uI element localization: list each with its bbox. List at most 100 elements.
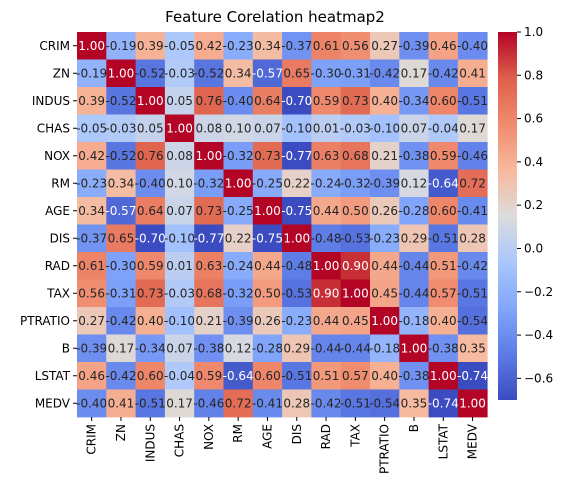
cell-value-label: 0.05 (137, 121, 164, 135)
cell-value-label: -0.32 (340, 176, 371, 190)
heatmap-cell (106, 334, 136, 363)
heatmap-cell (457, 59, 488, 88)
heatmap-cell (223, 59, 254, 88)
heatmap-cell (370, 114, 400, 143)
cell-value-label: 0.72 (225, 396, 252, 410)
row-tick-label: AGE (45, 204, 70, 218)
heatmap-cell (428, 142, 459, 170)
heatmap-cell (370, 87, 400, 115)
cell-value-label: -0.38 (398, 369, 429, 383)
cell-value-label: 1.00 (459, 396, 486, 410)
cell-value-label: -0.74 (428, 396, 459, 410)
heatmap-cell (457, 32, 488, 60)
heatmap-cell (77, 362, 107, 390)
cell-value-label: 1.00 (225, 176, 252, 190)
cell-value-label: 0.40 (371, 94, 398, 108)
cell-value-label: -0.10 (281, 121, 312, 135)
cell-value-label: 0.21 (195, 314, 222, 328)
heatmap-cell (340, 59, 371, 88)
heatmap-cell (457, 362, 488, 390)
column-tick-label: INDUS (143, 424, 157, 462)
cell-value-label: 0.73 (254, 149, 281, 163)
cell-value-label: -0.31 (105, 286, 136, 300)
cell-value-label: 0.39 (78, 94, 105, 108)
column-tick-label: RM (231, 424, 245, 443)
cell-value-label: -0.44 (398, 286, 429, 300)
heatmap-cell (457, 142, 488, 170)
cell-value-label: -0.38 (398, 149, 429, 163)
heatmap-cell (340, 279, 371, 308)
heatmap-cell (311, 279, 342, 308)
cell-value-label: 0.44 (313, 204, 340, 218)
cell-value-label: -0.51 (281, 369, 312, 383)
heatmap-cell (194, 59, 224, 88)
cell-value-label: -0.52 (135, 66, 166, 80)
cell-value-label: 1.00 (342, 286, 369, 300)
cell-value-label: -0.23 (281, 314, 312, 328)
heatmap-cell (282, 279, 312, 308)
cell-value-label: 0.08 (166, 149, 193, 163)
cell-value-label: 0.51 (313, 369, 340, 383)
row-tick-label: PTRATIO (20, 314, 70, 328)
heatmap-cell (135, 224, 166, 253)
heatmap-cell (311, 307, 342, 335)
cell-value-label: 0.60 (430, 204, 457, 218)
cell-value-label: -0.38 (193, 341, 224, 355)
cell-value-label: -0.52 (105, 94, 136, 108)
cell-value-label: -0.52 (193, 66, 224, 80)
cell-value-label: 0.17 (401, 66, 428, 80)
cell-value-label: 0.01 (313, 121, 340, 135)
cell-value-label: 1.00 (108, 66, 135, 80)
heatmap-cell (399, 87, 429, 115)
cell-value-label: -0.39 (76, 341, 107, 355)
heatmap-cell (282, 334, 312, 363)
heatmap-cell (428, 334, 459, 363)
cell-value-label: 0.28 (283, 396, 310, 410)
cell-value-label: -0.03 (105, 121, 136, 135)
cell-value-label: -0.18 (398, 314, 429, 328)
cell-value-label: 0.42 (78, 149, 105, 163)
row-tick-label: NOX (44, 149, 70, 163)
heatmap-cell (282, 389, 312, 418)
heatmap-cell (77, 114, 107, 143)
heatmap-cell (164, 334, 195, 363)
cell-value-label: 0.73 (195, 204, 222, 218)
heatmap-cell (164, 114, 195, 143)
heatmap-cell (340, 87, 371, 115)
heatmap-cell (106, 389, 136, 418)
cell-value-label: 0.46 (430, 39, 457, 53)
cell-value-label: -0.42 (369, 66, 400, 80)
cell-value-label: 0.61 (78, 259, 105, 273)
heatmap-cell (106, 362, 136, 390)
heatmap-cell (77, 334, 107, 363)
cell-value-label: 0.27 (371, 39, 398, 53)
cell-value-label: 0.59 (137, 259, 164, 273)
cell-value-label: 0.44 (254, 259, 281, 273)
heatmap-cell (311, 32, 342, 60)
cell-value-label: -0.44 (311, 341, 342, 355)
heatmap-cell (106, 142, 136, 170)
cell-value-label: -0.19 (105, 39, 136, 53)
heatmap-cell (77, 307, 107, 335)
cell-value-label: 0.21 (371, 149, 398, 163)
cell-value-label: 0.68 (195, 286, 222, 300)
cell-value-label: 0.56 (78, 286, 105, 300)
cell-value-label: -0.46 (457, 149, 488, 163)
cell-value-label: 0.61 (313, 39, 340, 53)
cell-value-label: -0.37 (76, 231, 107, 245)
cell-value-label: 0.05 (166, 94, 193, 108)
heatmap-cell (164, 279, 195, 308)
heatmap-cell (428, 59, 459, 88)
cell-value-label: -0.40 (457, 39, 488, 53)
heatmap-cell (164, 224, 195, 253)
cell-value-label: -0.40 (135, 176, 166, 190)
row-tick-label: INDUS (32, 94, 70, 108)
column-tick-label: B (407, 424, 421, 432)
heatmap-cell (428, 114, 459, 143)
heatmap-cell (399, 362, 429, 390)
heatmap-cell (135, 307, 166, 335)
heatmap-cell (135, 169, 166, 198)
cell-value-label: -0.30 (311, 66, 342, 80)
heatmap-cell (106, 307, 136, 335)
cell-value-label: 0.01 (166, 259, 193, 273)
